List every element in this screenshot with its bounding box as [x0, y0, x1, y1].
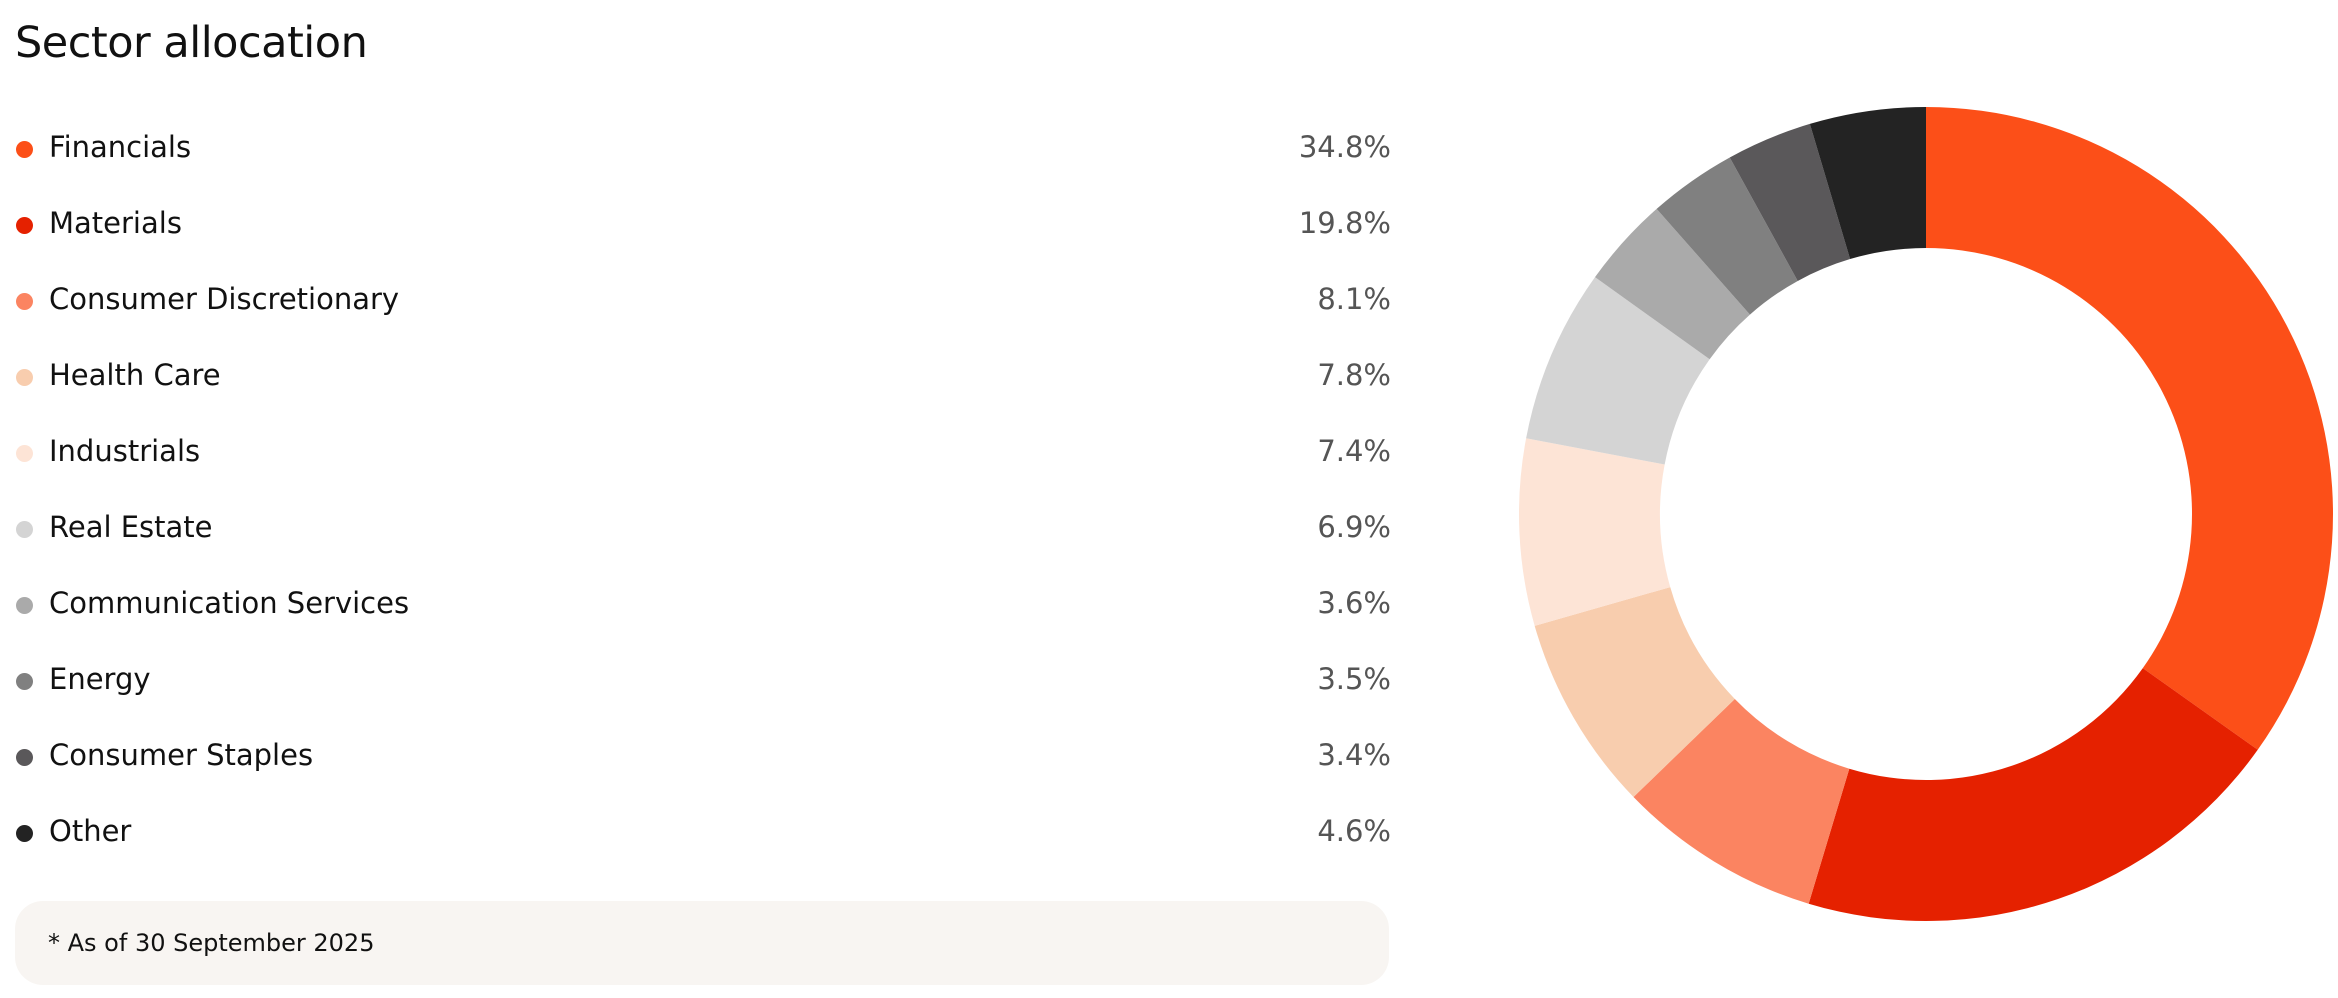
legend-label: Consumer Discretionary — [49, 282, 400, 316]
legend-value: 3.6% — [1317, 586, 1391, 620]
legend-label: Communication Services — [49, 586, 410, 620]
chart-title: Sector allocation — [15, 18, 368, 68]
donut-slice-materials — [1808, 668, 2258, 921]
legend-value: 7.4% — [1317, 434, 1391, 468]
legend-dot-icon — [16, 521, 33, 538]
legend-value: 6.9% — [1317, 510, 1391, 544]
legend-value: 8.1% — [1317, 282, 1391, 316]
legend-value: 34.8% — [1298, 130, 1391, 164]
donut-slice-industrials — [1519, 438, 1671, 626]
legend-dot-icon — [16, 673, 33, 690]
legend-dot-icon — [16, 749, 33, 766]
legend: Financials 34.8% Materials 19.8% Consumer Di… — [0, 111, 1391, 871]
legend-item: Other 4.6% — [0, 795, 1391, 871]
legend-label: Materials — [49, 206, 182, 240]
donut-slice-consumer-discretionary — [1633, 698, 1850, 904]
donut-slice-financials — [1926, 107, 2333, 750]
legend-value: 19.8% — [1298, 206, 1391, 240]
legend-dot-icon — [16, 369, 33, 386]
legend-item: Materials 19.8% — [0, 187, 1391, 263]
legend-label: Industrials — [49, 434, 201, 468]
donut-slice-real-estate — [1526, 277, 1710, 465]
legend-label: Financials — [49, 130, 192, 164]
legend-label: Real Estate — [49, 510, 213, 544]
legend-label: Consumer Staples — [49, 738, 314, 772]
legend-dot-icon — [16, 825, 33, 842]
legend-dot-icon — [16, 293, 33, 310]
footnote: * As of 30 September 2025 — [48, 929, 375, 957]
donut-slice-other — [1809, 107, 1926, 260]
legend-item: Consumer Discretionary 8.1% — [0, 263, 1391, 339]
legend-item: Health Care 7.8% — [0, 339, 1391, 415]
donut-slice-consumer-staples — [1729, 123, 1851, 281]
legend-label: Energy — [49, 662, 151, 696]
footnote-box: * As of 30 September 2025 — [15, 901, 1389, 985]
donut-slice-health-care — [1534, 587, 1735, 798]
legend-label: Other — [49, 814, 132, 848]
legend-value: 4.6% — [1317, 814, 1391, 848]
legend-value: 7.8% — [1317, 358, 1391, 392]
donut-slice-energy — [1656, 157, 1798, 315]
legend-item: Financials 34.8% — [0, 111, 1391, 187]
legend-label: Health Care — [49, 358, 221, 392]
legend-item: Industrials 7.4% — [0, 415, 1391, 491]
legend-value: 3.5% — [1317, 662, 1391, 696]
legend-item: Consumer Staples 3.4% — [0, 719, 1391, 795]
legend-item: Real Estate 6.9% — [0, 491, 1391, 567]
legend-dot-icon — [16, 445, 33, 462]
legend-dot-icon — [16, 141, 33, 158]
legend-item: Energy 3.5% — [0, 643, 1391, 719]
donut-slice-communication-services — [1595, 208, 1750, 360]
legend-dot-icon — [16, 597, 33, 614]
legend-value: 3.4% — [1317, 738, 1391, 772]
legend-item: Communication Services 3.6% — [0, 567, 1391, 643]
legend-dot-icon — [16, 217, 33, 234]
